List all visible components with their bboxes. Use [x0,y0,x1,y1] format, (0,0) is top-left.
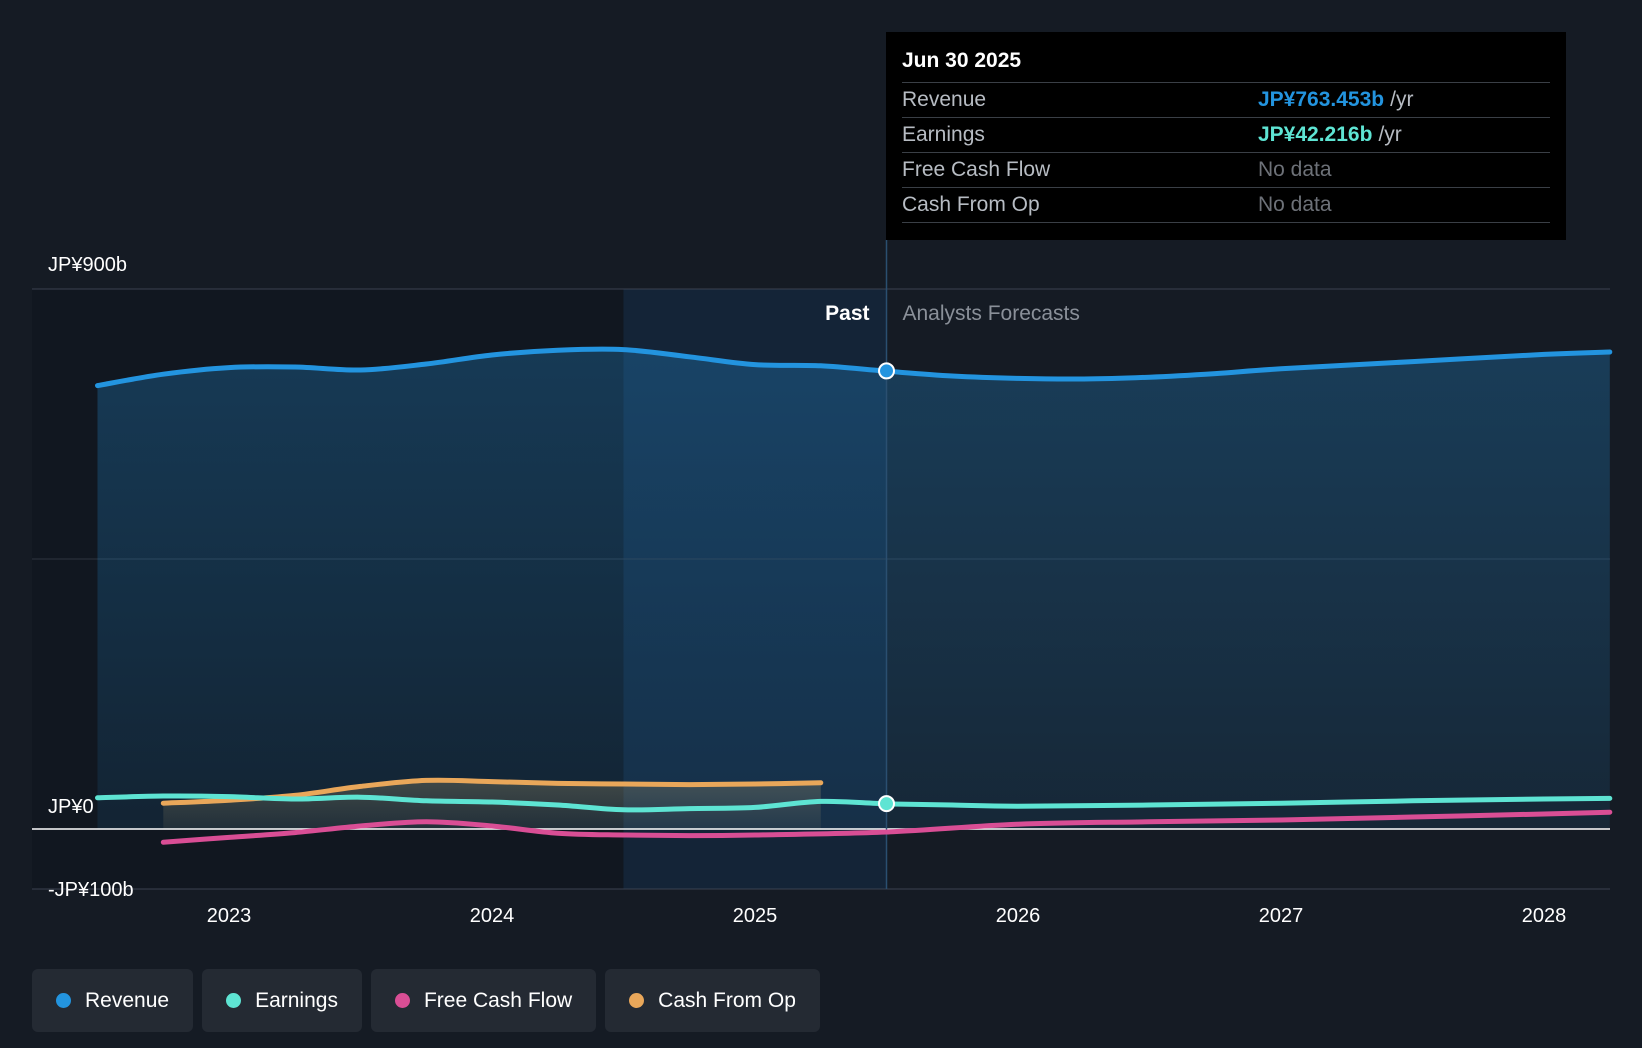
past-label: Past [825,302,869,325]
tooltip-row-value: JP¥763.453b [1258,88,1385,111]
legend-item-free-cash-flow[interactable]: Free Cash Flow [370,969,597,1032]
x-tick-label-2026: 2026 [996,905,1041,927]
x-tick-label-2023: 2023 [207,905,252,927]
tooltip-date: Jun 30 2025 [902,49,1022,72]
chart-legend: Revenue Earnings Free Cash Flow Cash Fro… [32,969,820,1032]
tooltip-row-cash-from-op: Cash From Op No data [902,187,1550,223]
tooltip-row-label: Cash From Op [902,193,1040,216]
legend-dot-icon [226,993,242,1008]
tooltip-row-value: No data [1258,193,1332,216]
forecast-label: Analysts Forecasts [903,302,1080,325]
revenue-marker [878,362,895,380]
tooltip-row-unit: /yr [1378,123,1402,146]
tooltip-row-value: No data [1258,158,1332,181]
tooltip-row-label: Earnings [902,123,985,146]
x-tick-label-2027: 2027 [1259,905,1304,927]
tooltip-row-revenue: Revenue JP¥763.453b /yr [902,82,1550,117]
y-tick-label-0: JP¥0 [48,796,94,818]
revenue-line [95,346,1613,389]
legend-dot-icon [629,993,645,1008]
legend-item-cash-from-op[interactable]: Cash From Op [605,969,820,1032]
legend-label: Revenue [85,988,170,1012]
tooltip-row-label: Revenue [902,88,987,111]
tooltip-row-unit: /yr [1390,88,1414,111]
revenue-area [97,349,1610,829]
legend-dot-icon [56,993,71,1008]
tooltip-row-value: JP¥42.216b [1258,123,1373,146]
legend-label: Earnings [255,988,338,1012]
legend-label: Free Cash Flow [423,988,573,1012]
legend-label: Cash From Op [658,988,796,1012]
free-cash-flow-line [160,809,1613,845]
x-tick-label-2028: 2028 [1522,905,1567,927]
earnings-line [95,793,1613,813]
legend-item-earnings[interactable]: Earnings [202,969,362,1032]
x-tick-label-2025: 2025 [733,905,778,927]
earnings-marker [878,795,895,813]
y-tick-label-neg-100: -JP¥100b [48,879,134,901]
data-tooltip: Jun 30 2025 Revenue JP¥763.453b /yr Earn… [886,32,1566,240]
x-tick-label-2024: 2024 [470,905,515,927]
legend-dot-icon [394,993,410,1008]
legend-item-revenue[interactable]: Revenue [32,969,194,1032]
tooltip-row-label: Free Cash Flow [902,158,1051,181]
y-tick-label-900: JP¥900b [48,254,127,276]
tooltip-row-free-cash-flow: Free Cash Flow No data [902,152,1550,187]
tooltip-row-earnings: Earnings JP¥42.216b /yr [902,117,1550,152]
